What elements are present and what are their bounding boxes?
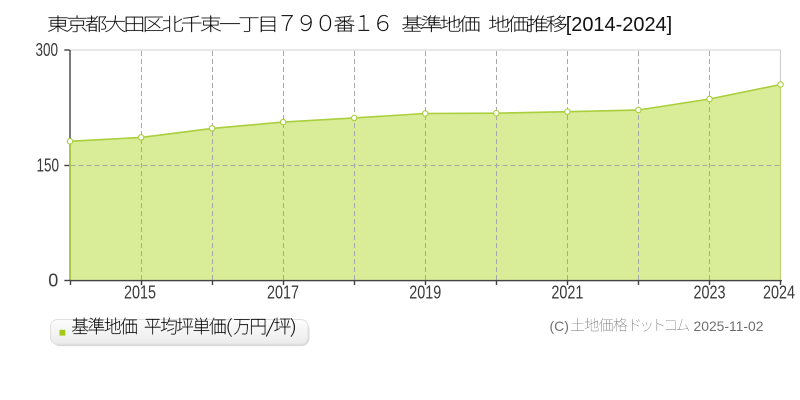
svg-text:0: 0 [48,271,58,291]
svg-text:300: 300 [36,40,59,60]
svg-text:150: 150 [37,155,60,175]
svg-text:2024: 2024 [763,282,795,302]
svg-text:(C): (C) [550,318,569,334]
svg-text:2021: 2021 [551,282,583,302]
svg-text:2025-11-02: 2025-11-02 [694,318,764,334]
svg-text:2023: 2023 [694,282,726,302]
svg-text:2019: 2019 [409,282,441,302]
svg-text:[2014-2024]: [2014-2024] [566,14,673,36]
svg-text:2015: 2015 [124,282,156,302]
svg-text:2017: 2017 [267,282,299,302]
